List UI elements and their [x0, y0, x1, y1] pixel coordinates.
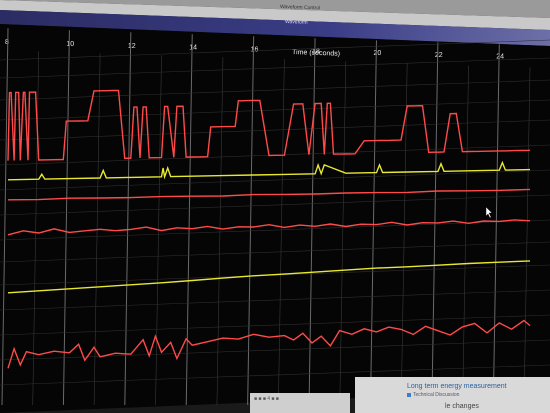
x-tick-label: 20 [373, 50, 381, 57]
vertical-gridline [492, 44, 500, 406]
horizontal-gridline [0, 57, 550, 79]
vertical-gridline [308, 38, 316, 406]
vertical-gridline [1, 28, 9, 406]
x-tick-label: 22 [435, 52, 443, 59]
x-tick-label: 18 [312, 48, 320, 55]
notification-tail-text: le changes [445, 403, 479, 410]
waveform-trace-4 [7, 219, 531, 236]
waveform-trace-6 [7, 319, 531, 369]
horizontal-gridline [0, 39, 550, 61]
waveform-trace-1 [7, 89, 531, 161]
x-tick-label: 12 [128, 43, 136, 50]
waveform-trace-5 [7, 260, 531, 294]
horizontal-gridline [0, 339, 550, 361]
x-tick-label: 16 [251, 46, 259, 53]
mouse-cursor-icon [485, 206, 493, 219]
waveform-trace-2 [7, 160, 531, 181]
x-tick-label: 10 [66, 41, 74, 48]
minor-gridline [278, 59, 285, 406]
x-tick-label: 8 [5, 39, 9, 46]
x-axis-label: Time (seconds) [292, 49, 340, 58]
waveform-trace-3 [7, 188, 531, 201]
horizontal-gridline [0, 169, 550, 191]
horizontal-gridline [0, 99, 550, 121]
horizontal-gridline [0, 289, 550, 311]
horizontal-gridline [0, 194, 550, 216]
minor-gridline [400, 63, 408, 406]
notification-panel[interactable]: Long term energy measurement Technical D… [355, 377, 550, 413]
waveform-label: Waveform [285, 19, 308, 26]
horizontal-gridline [0, 219, 550, 241]
horizontal-gridline [0, 79, 550, 101]
vertical-gridline [124, 32, 132, 406]
x-tick-label: 24 [496, 54, 504, 61]
notification-category: Technical Discussion [413, 392, 460, 398]
horizontal-gridline [0, 314, 550, 336]
vertical-gridline [247, 36, 255, 406]
category-dot-icon [407, 392, 411, 397]
minor-gridline [462, 65, 469, 406]
notification-subtitle: Technical Discussion [407, 392, 459, 398]
vertical-gridline [185, 34, 193, 406]
minor-gridline [216, 57, 224, 406]
vertical-gridline [62, 30, 70, 406]
notification-title[interactable]: Long term energy measurement [407, 383, 507, 390]
window-title: Waveform Control [280, 4, 320, 11]
title-bar [0, 0, 550, 30]
taskbar: ■ ■ ■ 4 ■ ■ [250, 393, 350, 413]
horizontal-gridline [0, 364, 550, 386]
minor-gridline [32, 51, 40, 406]
vertical-gridline [369, 40, 377, 406]
taskbar-icons: ■ ■ ■ 4 ■ ■ [254, 396, 279, 402]
x-tick-label: 14 [189, 45, 197, 52]
horizontal-gridline [0, 241, 550, 263]
waveform-header-bar [0, 10, 550, 46]
minor-gridline [523, 67, 531, 406]
